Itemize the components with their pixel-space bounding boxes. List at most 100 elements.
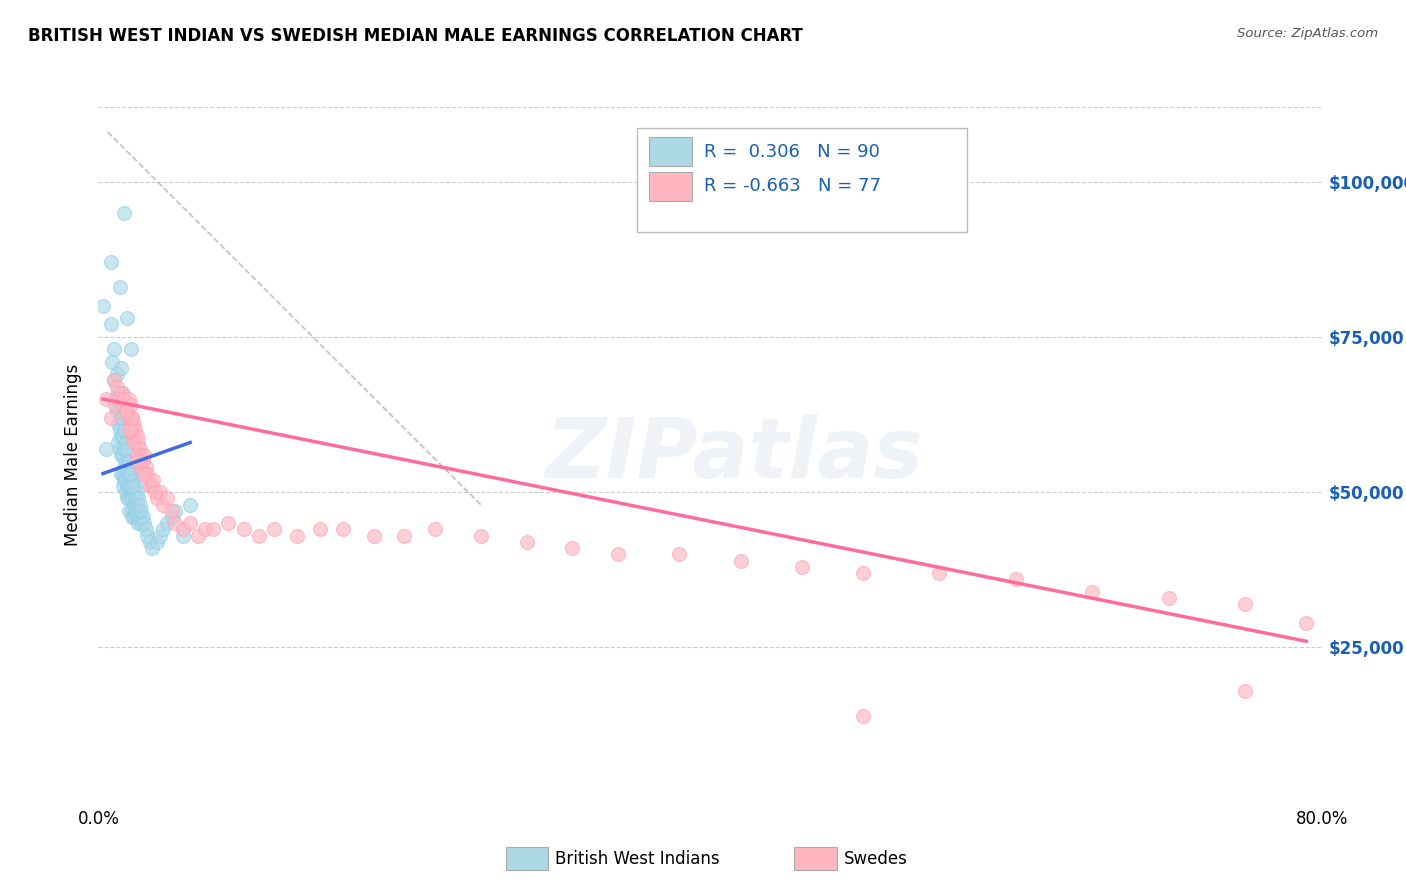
- Point: [125, 429, 148, 443]
- Point: [134, 516, 156, 531]
- Point: [607, 547, 630, 561]
- Point: [117, 479, 139, 493]
- Point: [104, 398, 127, 412]
- Point: [179, 516, 201, 531]
- Point: [115, 435, 138, 450]
- Point: [115, 485, 138, 500]
- Point: [145, 491, 167, 506]
- Point: [105, 379, 128, 393]
- Point: [121, 510, 143, 524]
- Point: [111, 448, 134, 462]
- Point: [94, 442, 117, 456]
- Point: [100, 318, 122, 332]
- Point: [1081, 584, 1104, 599]
- Point: [561, 541, 583, 555]
- Point: [127, 516, 149, 531]
- Point: [115, 404, 138, 418]
- Point: [108, 280, 131, 294]
- Point: [730, 553, 752, 567]
- Text: BRITISH WEST INDIAN VS SWEDISH MEDIAN MALE EARNINGS CORRELATION CHART: BRITISH WEST INDIAN VS SWEDISH MEDIAN MA…: [28, 27, 803, 45]
- Point: [100, 410, 122, 425]
- Text: British West Indians: British West Indians: [555, 849, 720, 868]
- Point: [202, 523, 225, 537]
- Point: [107, 392, 129, 406]
- Point: [125, 510, 148, 524]
- Point: [141, 541, 163, 555]
- Point: [118, 392, 141, 406]
- Point: [115, 404, 138, 418]
- Point: [121, 467, 143, 481]
- Point: [112, 473, 135, 487]
- Point: [118, 504, 141, 518]
- Point: [928, 566, 950, 580]
- Point: [129, 448, 152, 462]
- Point: [160, 504, 183, 518]
- Point: [111, 385, 134, 400]
- Point: [121, 410, 143, 425]
- Point: [110, 392, 132, 406]
- Point: [120, 343, 142, 357]
- Point: [100, 255, 122, 269]
- Point: [790, 559, 813, 574]
- Point: [110, 448, 132, 462]
- Point: [392, 529, 416, 543]
- Point: [112, 442, 135, 456]
- Point: [363, 529, 385, 543]
- Point: [103, 373, 125, 387]
- Point: [1295, 615, 1317, 630]
- Point: [145, 534, 167, 549]
- Point: [118, 467, 141, 481]
- Point: [163, 504, 186, 518]
- Point: [107, 385, 129, 400]
- Point: [118, 467, 141, 481]
- Point: [129, 460, 152, 475]
- Point: [232, 523, 254, 537]
- Point: [142, 473, 165, 487]
- Point: [852, 566, 875, 580]
- Point: [112, 460, 135, 475]
- Point: [111, 398, 134, 412]
- Point: [121, 479, 143, 493]
- Point: [125, 448, 148, 462]
- Point: [125, 454, 148, 468]
- Point: [187, 529, 209, 543]
- Point: [134, 448, 156, 462]
- Point: [163, 516, 186, 531]
- Point: [194, 523, 217, 537]
- Point: [423, 523, 446, 537]
- Point: [91, 299, 114, 313]
- Point: [125, 498, 148, 512]
- Point: [122, 435, 145, 450]
- Point: [124, 491, 146, 506]
- Point: [136, 529, 159, 543]
- Point: [1004, 572, 1026, 586]
- Point: [135, 460, 157, 475]
- Point: [115, 473, 138, 487]
- Point: [134, 467, 156, 481]
- Point: [139, 479, 162, 493]
- Point: [108, 442, 131, 456]
- Point: [103, 373, 125, 387]
- Point: [122, 417, 145, 431]
- Point: [135, 523, 157, 537]
- Point: [217, 516, 239, 531]
- Point: [128, 510, 150, 524]
- Point: [143, 485, 166, 500]
- Point: [120, 398, 142, 412]
- Point: [112, 205, 135, 219]
- Point: [94, 392, 117, 406]
- Point: [120, 473, 142, 487]
- Point: [105, 404, 128, 418]
- Point: [117, 311, 139, 326]
- Point: [160, 510, 183, 524]
- FancyBboxPatch shape: [650, 137, 692, 166]
- Point: [668, 547, 690, 561]
- Point: [149, 485, 172, 500]
- Point: [110, 385, 132, 400]
- Point: [108, 404, 131, 418]
- Point: [127, 435, 149, 450]
- Point: [172, 529, 194, 543]
- Point: [112, 392, 135, 406]
- Point: [152, 523, 174, 537]
- Point: [179, 498, 201, 512]
